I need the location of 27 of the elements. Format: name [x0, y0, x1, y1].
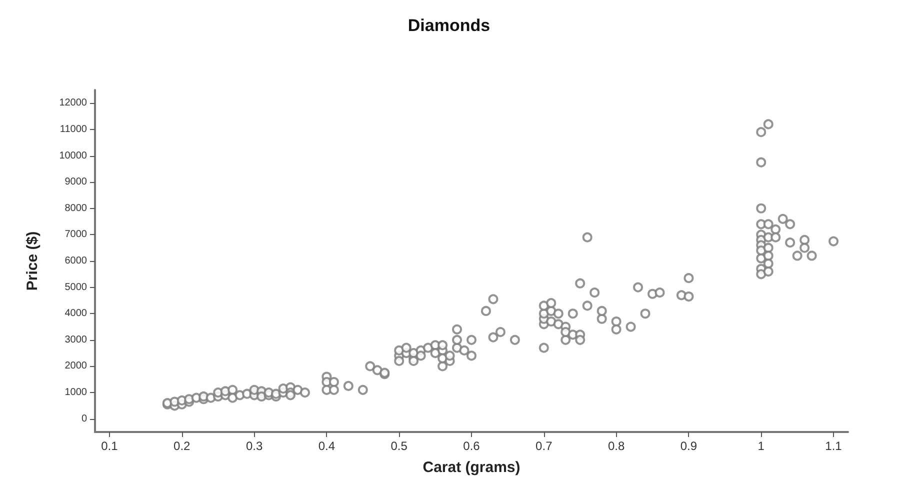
- y-tick-label: 9000: [64, 176, 88, 188]
- x-tick-label: 0.1: [101, 439, 118, 453]
- x-tick-label: 0.8: [608, 439, 625, 453]
- x-tick-label: 0.9: [680, 439, 698, 453]
- y-tick-label: 5000: [64, 282, 88, 293]
- x-tick-label: 1.1: [825, 439, 842, 453]
- y-tick-label: 2000: [64, 360, 88, 372]
- x-tick-label: 0.7: [536, 439, 553, 453]
- y-tick-label: 4000: [64, 308, 88, 320]
- y-tick-label: 3000: [64, 334, 88, 346]
- y-tick-label: 1000: [64, 387, 88, 398]
- x-axis-title: Carat (grams): [422, 459, 520, 476]
- y-tick-label: 8000: [64, 202, 88, 214]
- y-axis-title: Price ($): [24, 231, 41, 291]
- y-tick-label: 10000: [59, 150, 88, 162]
- x-tick-label: 0.2: [174, 439, 191, 453]
- chart-title: Diamonds: [408, 16, 490, 35]
- y-tick-label: 12000: [59, 98, 88, 109]
- y-tick-label: 0: [81, 413, 88, 424]
- x-tick-label: 0.3: [246, 439, 263, 453]
- y-tick-label: 7000: [64, 229, 88, 240]
- x-tick-label: 0.4: [318, 439, 336, 453]
- y-tick-label: 6000: [64, 256, 88, 266]
- y-tick-label: 11000: [60, 124, 88, 135]
- x-tick-label: 1: [758, 439, 765, 453]
- x-tick-label: 0.6: [463, 439, 480, 453]
- x-tick-label: 0.5: [390, 439, 408, 453]
